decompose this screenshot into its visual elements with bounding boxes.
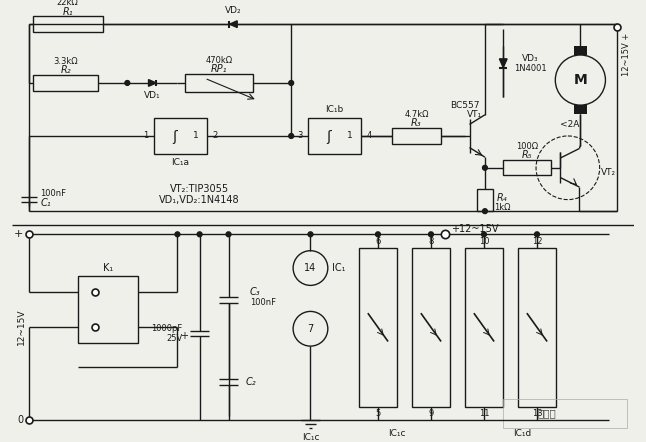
Text: 12~15V +: 12~15V + (622, 32, 631, 76)
Bar (574, 105, 587, 114)
Text: 电路网: 电路网 (537, 408, 556, 419)
Bar (78, 276, 138, 343)
Text: 12~15V: 12~15V (17, 309, 26, 345)
Circle shape (289, 133, 293, 138)
Text: RP₁: RP₁ (211, 65, 227, 74)
Text: 100nF: 100nF (41, 189, 67, 198)
Text: 3: 3 (298, 131, 303, 141)
Text: 4: 4 (366, 131, 371, 141)
Text: IC₁c: IC₁c (388, 429, 406, 438)
Text: 4.7kΩ: 4.7kΩ (404, 110, 429, 119)
Bar (154, 118, 207, 154)
Text: K₁: K₁ (103, 263, 113, 273)
Bar (503, 160, 552, 175)
Text: IC₁c: IC₁c (302, 433, 319, 442)
Text: ʃ: ʃ (172, 130, 177, 144)
Text: +12~15V: +12~15V (451, 224, 498, 233)
Polygon shape (149, 80, 156, 86)
Bar (412, 248, 450, 407)
Circle shape (289, 80, 293, 85)
Text: IC₁a: IC₁a (171, 157, 189, 167)
Text: R₁: R₁ (62, 7, 73, 17)
Text: 100Ω: 100Ω (516, 142, 538, 151)
Text: +: + (14, 229, 23, 239)
Text: 8: 8 (428, 236, 433, 246)
Bar (517, 248, 556, 407)
Bar (33, 16, 103, 32)
Text: 1000pF: 1000pF (151, 324, 182, 333)
Text: <2A: <2A (560, 120, 579, 129)
Text: IC₁b: IC₁b (326, 106, 344, 114)
Text: VD₂: VD₂ (225, 6, 242, 15)
Text: R₅: R₅ (522, 150, 533, 160)
Circle shape (535, 232, 539, 237)
Bar (308, 118, 361, 154)
Text: C₂: C₂ (246, 377, 256, 387)
Text: BC557: BC557 (450, 101, 479, 110)
Text: IC₁: IC₁ (331, 263, 345, 273)
Text: 1N4001: 1N4001 (514, 65, 547, 73)
Text: R₄: R₄ (497, 193, 508, 203)
Text: VT₁: VT₁ (467, 110, 482, 119)
Circle shape (197, 232, 202, 237)
Circle shape (483, 165, 487, 170)
Text: 6: 6 (375, 236, 380, 246)
Text: C₃: C₃ (250, 287, 260, 297)
Bar (33, 75, 98, 91)
Circle shape (226, 232, 231, 237)
Text: 9: 9 (428, 409, 433, 418)
Text: 100nF: 100nF (250, 298, 276, 307)
Text: +: + (180, 332, 188, 342)
Polygon shape (229, 21, 237, 27)
Text: 0: 0 (17, 415, 23, 425)
Text: 25V: 25V (166, 334, 182, 343)
Text: 7: 7 (307, 324, 313, 334)
Circle shape (175, 232, 180, 237)
Circle shape (481, 232, 486, 237)
Bar (574, 46, 587, 55)
Text: 14: 14 (304, 263, 317, 273)
Text: VD₁,VD₂:1N4148: VD₁,VD₂:1N4148 (160, 194, 240, 205)
Text: C₁: C₁ (41, 198, 51, 209)
Text: 13: 13 (532, 409, 542, 418)
Text: 12: 12 (532, 236, 542, 246)
Bar (503, 399, 627, 428)
Bar (359, 248, 397, 407)
Text: IC₁d: IC₁d (514, 429, 532, 438)
Circle shape (125, 80, 130, 85)
Circle shape (483, 209, 487, 213)
Text: 1: 1 (143, 131, 149, 141)
Bar (392, 128, 441, 144)
Text: 1: 1 (347, 131, 353, 141)
Polygon shape (499, 59, 507, 68)
Circle shape (308, 232, 313, 237)
Text: 5: 5 (375, 409, 380, 418)
Bar (185, 74, 253, 91)
Text: VT₂:TIP3055: VT₂:TIP3055 (170, 184, 229, 194)
Text: R₂: R₂ (60, 65, 71, 76)
Text: VD₃: VD₃ (522, 54, 539, 63)
Text: 3.3kΩ: 3.3kΩ (54, 57, 78, 66)
Circle shape (428, 232, 433, 237)
Text: M: M (574, 73, 587, 87)
Text: 2: 2 (212, 131, 217, 141)
Text: 11: 11 (479, 409, 489, 418)
Text: 22kΩ: 22kΩ (57, 0, 78, 8)
Text: R₃: R₃ (412, 118, 422, 129)
Bar (477, 189, 493, 211)
Text: ʃ: ʃ (326, 130, 331, 144)
Text: 1: 1 (193, 131, 198, 141)
Bar (464, 248, 503, 407)
Text: 10: 10 (479, 236, 489, 246)
Circle shape (375, 232, 380, 237)
Text: 1kΩ: 1kΩ (494, 203, 510, 212)
Text: VD₁: VD₁ (144, 91, 161, 100)
Text: VT₂: VT₂ (601, 168, 616, 177)
Text: 470kΩ: 470kΩ (205, 56, 233, 65)
